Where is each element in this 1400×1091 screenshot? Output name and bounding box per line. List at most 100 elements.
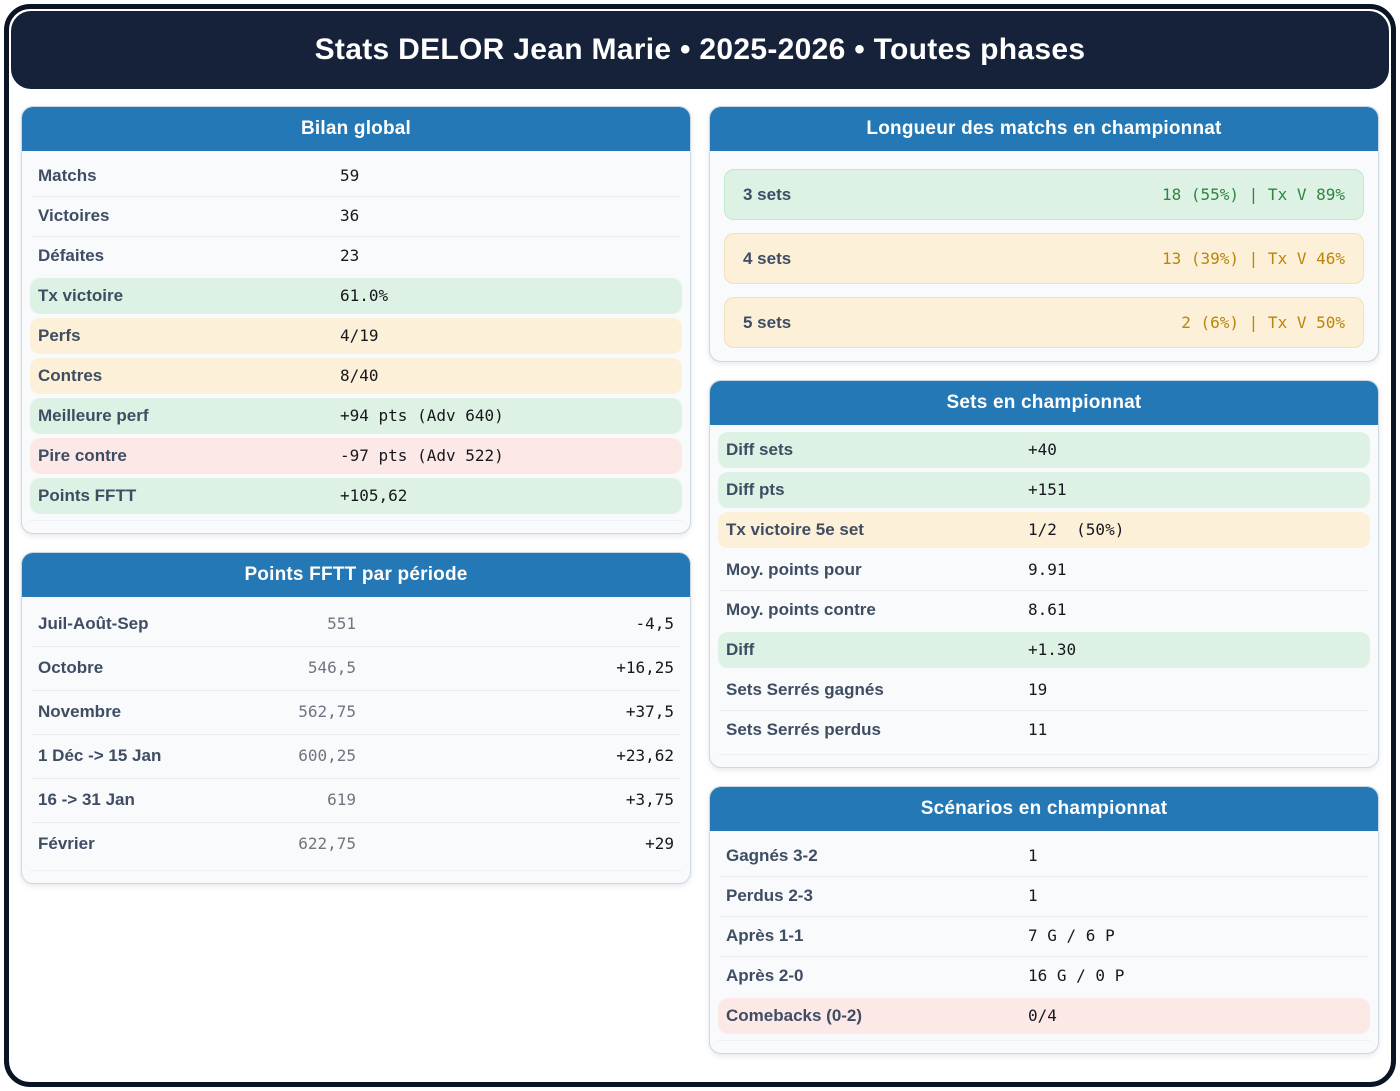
period-row: 1 Déc -> 15 Jan 600,25 +23,62	[22, 734, 690, 778]
row-label: 3 sets	[743, 185, 792, 204]
row-label: Victoires	[38, 206, 110, 225]
page-title: Stats DELOR Jean Marie • 2025-2026 • Tou…	[314, 33, 1086, 66]
period-delta: +16,25	[616, 658, 674, 677]
period-label: 1 Déc -> 15 Jan	[38, 746, 162, 765]
period-points: 546,5	[307, 658, 356, 677]
row-value: 59	[340, 166, 360, 185]
row-label: Gagnés 3-2	[726, 846, 818, 865]
row-label: Perfs	[38, 326, 81, 345]
period-points: 551	[327, 614, 356, 633]
card-body-points-fftt-periode: Juil-Août-Sep 551 -4,5 Octobre 546,5 +16,25 No…	[22, 597, 690, 883]
period-points: 619	[327, 790, 356, 809]
period-delta: +37,5	[625, 702, 674, 721]
match-length-row: 4 sets 13 (39%) | Tx V 46%	[724, 233, 1364, 284]
card-body-sets-championnat: Diff sets +40 Diff pts +151 Tx victoire 5e s…	[710, 425, 1378, 767]
period-row: Novembre 562,75 +37,5	[22, 690, 690, 734]
row-highlight	[30, 398, 682, 434]
stat-row: Perfs 4/19	[22, 316, 690, 356]
card-body-bilan-global: Matchs 59 Victoires 36 Défaites 23 Tx victoire…	[22, 151, 690, 533]
stat-row: Perdus 2-3 1	[710, 876, 1378, 916]
card-footer-separator	[718, 754, 1370, 767]
row-label: 5 sets	[743, 313, 792, 332]
period-label: Février	[38, 834, 95, 853]
row-highlight	[718, 998, 1370, 1034]
period-row: Octobre 546,5 +16,25	[22, 646, 690, 690]
row-value: 4/19	[340, 326, 379, 345]
row-value: 8.61	[1028, 600, 1067, 619]
row-highlight	[718, 512, 1370, 548]
row-label: Après 2-0	[726, 966, 804, 985]
card-points-fftt-periode: Points FFTT par période Juil-Août-Sep 551…	[21, 552, 691, 884]
stat-row: Après 1-1 7 G / 6 P	[710, 916, 1378, 956]
row-highlight	[30, 358, 682, 394]
row-highlight	[718, 632, 1370, 668]
row-value: 23	[340, 246, 360, 265]
stat-row: Tx victoire 5e set 1/2 (50%)	[710, 510, 1378, 550]
row-label: Contres	[38, 366, 103, 385]
row-value: 7 G / 6 P	[1028, 926, 1115, 945]
stat-row: Sets Serrés perdus 11	[710, 710, 1378, 750]
row-value: 0/4	[1028, 1006, 1057, 1025]
period-label: Novembre	[38, 702, 122, 721]
row-value: +1.30	[1028, 640, 1077, 659]
period-delta: -4,5	[635, 614, 674, 633]
stat-row: Victoires 36	[22, 196, 690, 236]
content-columns: Bilan global Matchs 59 Victoires 36 Défaites…	[9, 89, 1391, 1054]
card-bilan-global: Bilan global Matchs 59 Victoires 36 Défaites…	[21, 106, 691, 534]
card-footer-separator	[718, 1040, 1370, 1053]
stat-row: Défaites 23	[22, 236, 690, 276]
stat-row: Tx victoire 61.0%	[22, 276, 690, 316]
row-value: 19	[1028, 680, 1048, 699]
row-value: 1/2 (50%)	[1028, 520, 1125, 539]
row-label: Tx victoire	[38, 286, 124, 305]
stat-row: Sets Serrés gagnés 19	[710, 670, 1378, 710]
period-label: Octobre	[38, 658, 104, 677]
row-highlight	[718, 432, 1370, 468]
page-frame: Stats DELOR Jean Marie • 2025-2026 • Tou…	[4, 4, 1396, 1087]
match-length-row: 5 sets 2 (6%) | Tx V 50%	[724, 297, 1364, 348]
stat-row: Moy. points contre 8.61	[710, 590, 1378, 630]
card-title-points-fftt-periode: Points FFTT par période	[22, 553, 690, 597]
row-value: 2 (6%) | Tx V 50%	[1181, 313, 1345, 332]
stat-row: Diff sets +40	[710, 430, 1378, 470]
row-label: 4 sets	[743, 249, 792, 268]
row-label: Moy. points contre	[726, 600, 876, 619]
card-sets-championnat: Sets en championnat Diff sets +40 Diff pts…	[709, 380, 1379, 768]
card-title-bilan-global: Bilan global	[22, 107, 690, 151]
stat-row: Gagnés 3-2 1	[710, 836, 1378, 876]
row-label: Sets Serrés gagnés	[726, 680, 884, 699]
row-value: 61.0%	[340, 286, 389, 305]
card-title-scenarios-championnat: Scénarios en championnat	[710, 787, 1378, 831]
stat-row: Pire contre -97 pts (Adv 522)	[22, 436, 690, 476]
row-value: +151	[1028, 480, 1067, 499]
row-value: +105,62	[340, 486, 408, 505]
card-scenarios-championnat: Scénarios en championnat Gagnés 3-2 1 Perd…	[709, 786, 1379, 1054]
card-body-longueur-matchs: 3 sets 18 (55%) | Tx V 89% 4 sets 13 (39%) …	[710, 151, 1378, 348]
card-footer-separator	[30, 870, 682, 883]
card-title-sets-championnat: Sets en championnat	[710, 381, 1378, 425]
period-label: 16 -> 31 Jan	[38, 790, 135, 809]
row-value: +40	[1028, 440, 1057, 459]
row-label: Points FFTT	[38, 486, 137, 505]
row-label: Meilleure perf	[38, 406, 149, 425]
row-label: Après 1-1	[726, 926, 804, 945]
card-footer-separator	[30, 520, 682, 533]
row-value: 1	[1028, 846, 1038, 865]
stat-row: Diff pts +151	[710, 470, 1378, 510]
stat-row: Diff +1.30	[710, 630, 1378, 670]
row-label: Sets Serrés perdus	[726, 720, 881, 739]
stat-row: Après 2-0 16 G / 0 P	[710, 956, 1378, 996]
match-length-row: 3 sets 18 (55%) | Tx V 89%	[724, 169, 1364, 220]
row-value: 9.91	[1028, 560, 1067, 579]
period-row: Juil-Août-Sep 551 -4,5	[22, 602, 690, 646]
row-label: Diff pts	[726, 480, 785, 499]
row-value: +94 pts (Adv 640)	[340, 406, 504, 425]
row-label: Matchs	[38, 166, 97, 185]
row-label: Comebacks (0-2)	[726, 1006, 863, 1025]
period-delta: +23,62	[616, 746, 674, 765]
page-header: Stats DELOR Jean Marie • 2025-2026 • Tou…	[11, 11, 1389, 89]
row-label: Tx victoire 5e set	[726, 520, 864, 539]
row-value: 8/40	[340, 366, 379, 385]
row-label: Défaites	[38, 246, 105, 265]
row-value: 18 (55%) | Tx V 89%	[1161, 185, 1345, 204]
